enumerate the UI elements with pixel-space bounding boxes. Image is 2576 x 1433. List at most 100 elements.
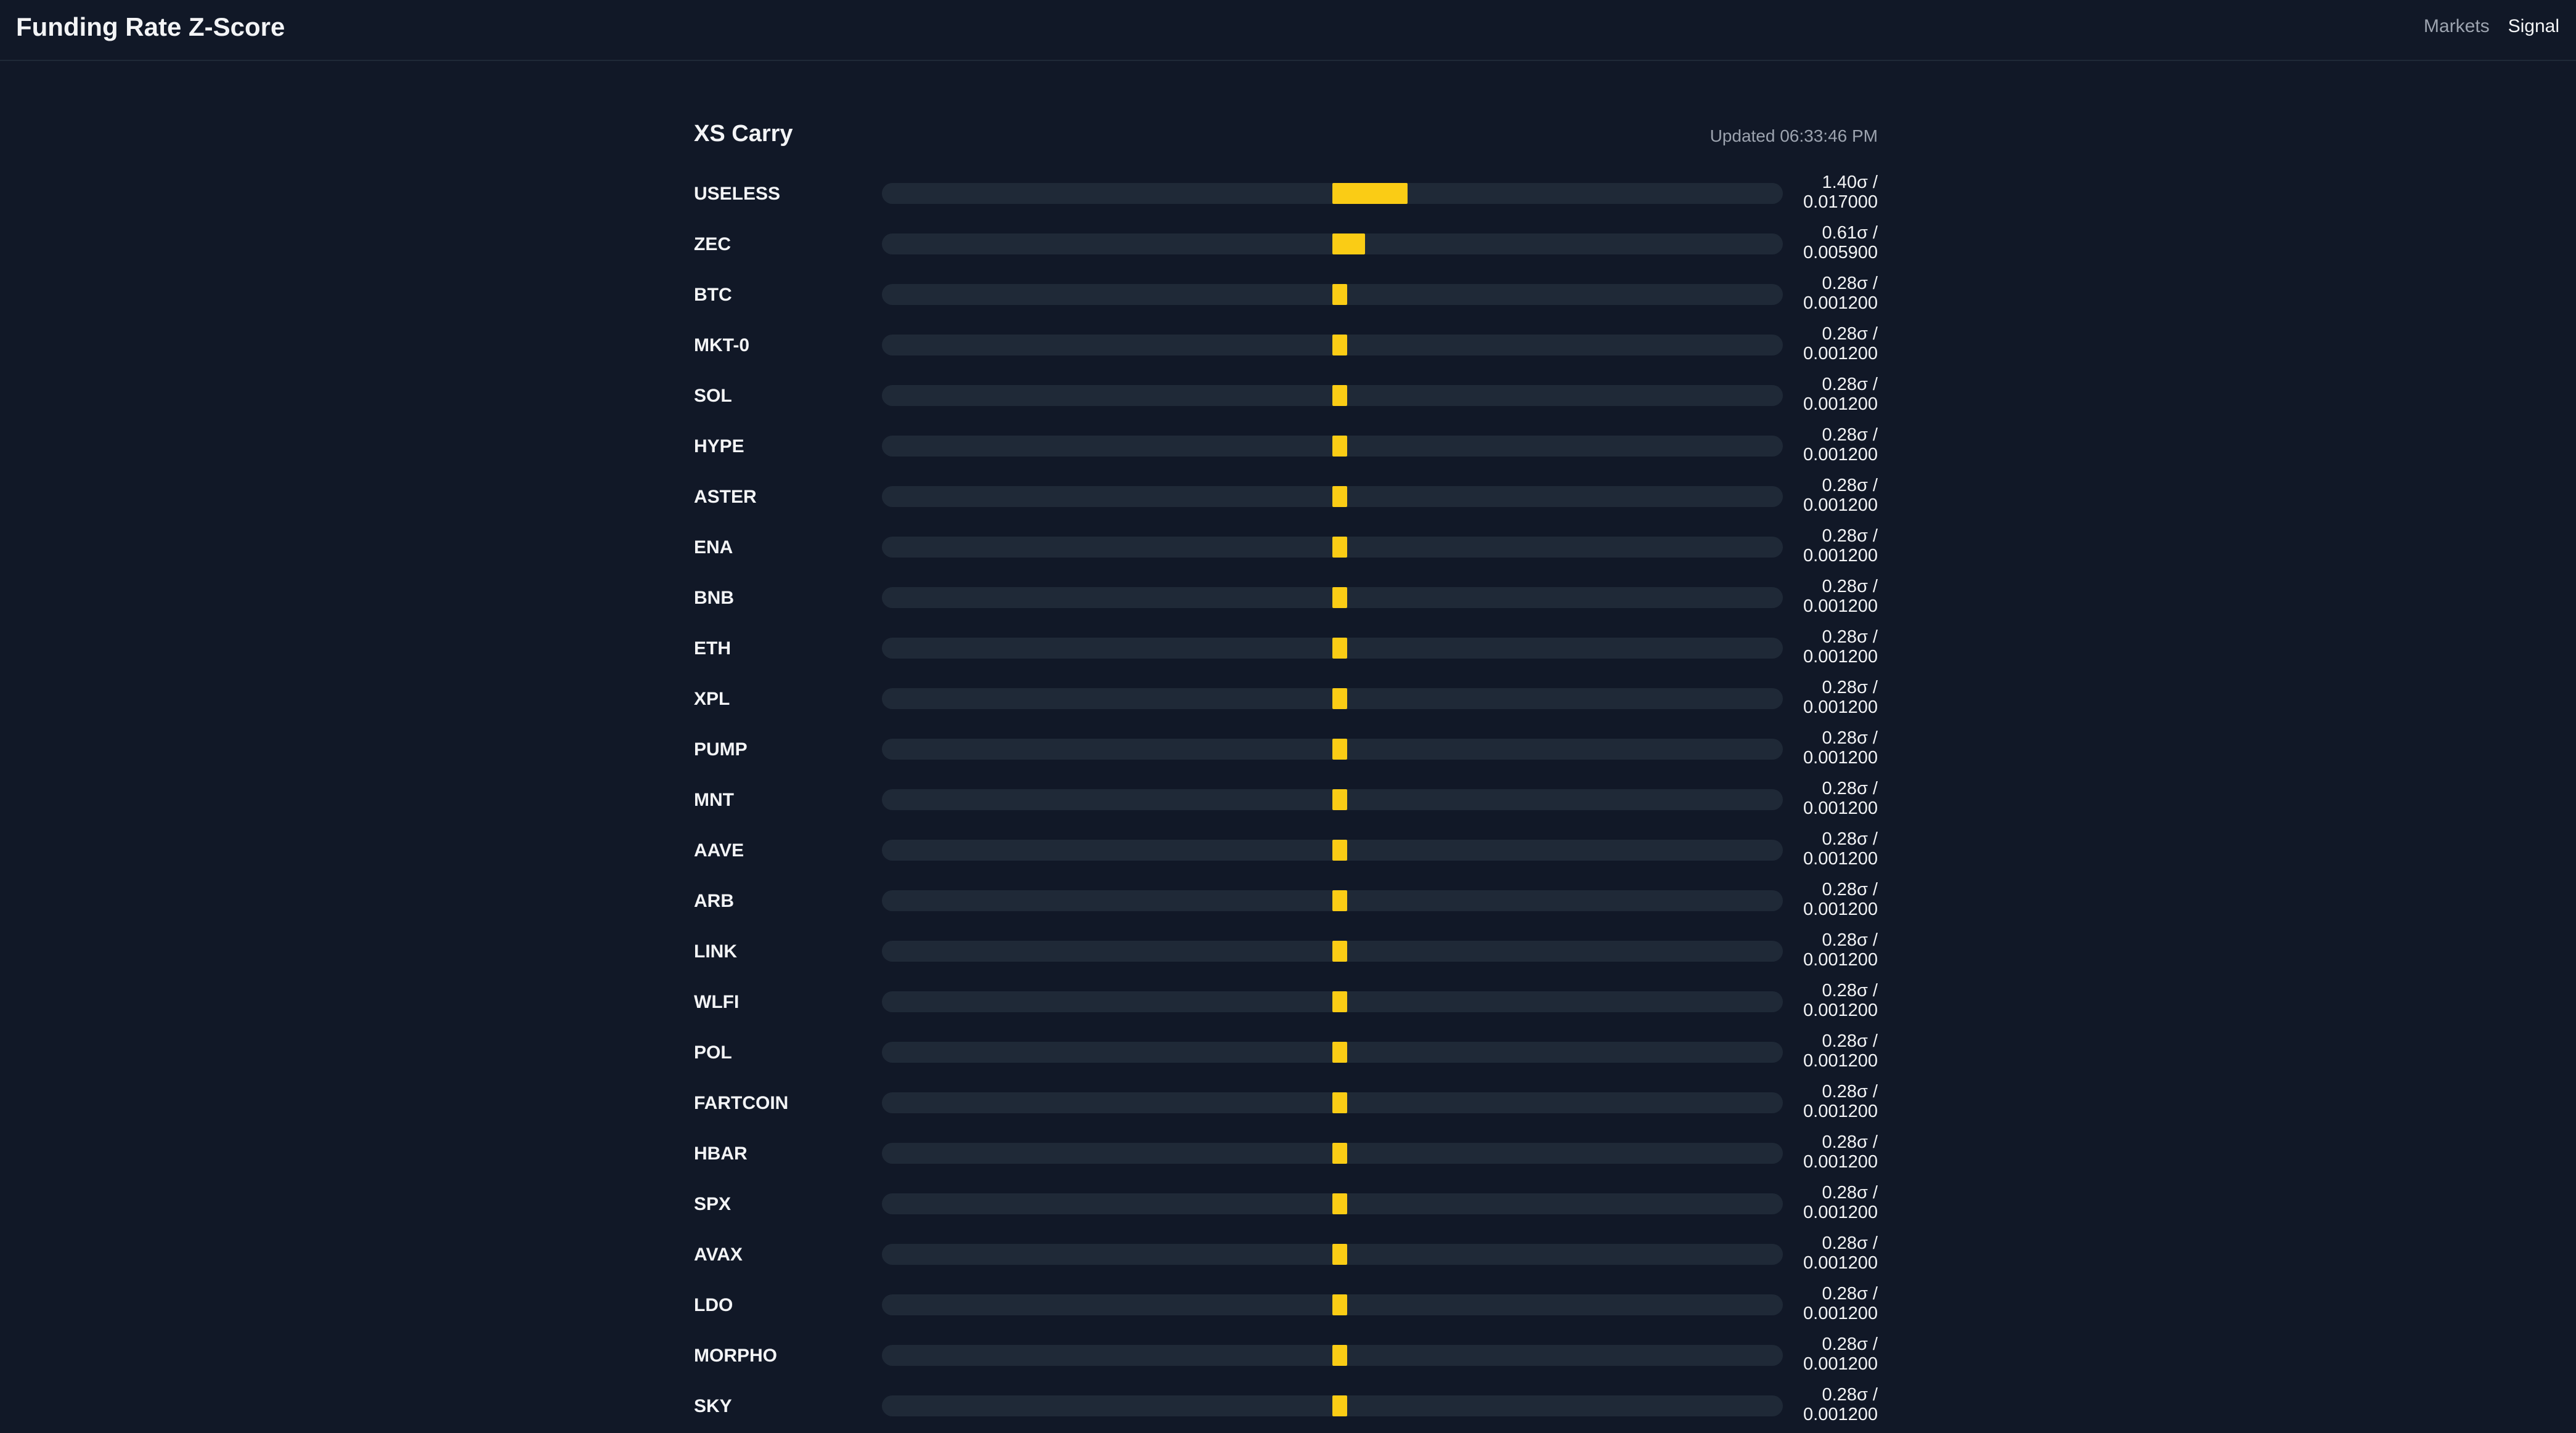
zscore-bar [1332, 1345, 1348, 1366]
zscore-bar-track [882, 233, 1783, 254]
funding-rate-value: 0.001200 [1803, 1203, 1878, 1222]
zscore-value: 0.28σ / [1822, 577, 1878, 596]
zscore-value: 0.28σ / [1822, 930, 1878, 950]
zscore-bar [1332, 1092, 1348, 1113]
zscore-bar [1332, 335, 1348, 355]
zscore-value: 0.28σ / [1822, 1183, 1878, 1203]
zscore-bar [1332, 941, 1348, 962]
row-symbol: SPX [694, 1194, 732, 1214]
funding-rate-value: 0.001200 [1803, 1001, 1878, 1020]
funding-rate-value: 0.001200 [1803, 546, 1878, 566]
zscore-bar [1332, 537, 1348, 558]
zscore-bar-track [882, 537, 1783, 558]
funding-rate-value: 0.001200 [1803, 1354, 1878, 1374]
zscore-row: MORPHO 0.28σ /0.001200 [694, 1332, 1878, 1382]
row-value: 0.28σ /0.001200 [1803, 425, 1878, 465]
row-symbol: USELESS [694, 184, 781, 204]
zscore-bar-track [882, 840, 1783, 861]
funding-rate-value: 0.001200 [1803, 1405, 1878, 1424]
zscore-bar [1332, 1193, 1348, 1214]
zscore-value: 0.28σ / [1822, 1132, 1878, 1152]
zscore-bar-track [882, 1345, 1783, 1366]
row-value: 0.28σ /0.001200 [1803, 829, 1878, 869]
zscore-bar [1332, 284, 1348, 305]
funding-rate-value: 0.017000 [1803, 192, 1878, 212]
zscore-bar-track [882, 284, 1783, 305]
funding-rate-value: 0.001200 [1803, 697, 1878, 717]
zscore-row: AVAX 0.28σ /0.001200 [694, 1231, 1878, 1281]
zscore-bar-track [882, 436, 1783, 457]
row-value: 0.28σ /0.001200 [1803, 678, 1878, 717]
zscore-bar [1332, 1244, 1348, 1265]
row-value: 0.28σ /0.001200 [1803, 728, 1878, 768]
zscore-bar [1332, 840, 1348, 861]
zscore-value: 1.40σ / [1822, 173, 1878, 192]
zscore-row: MKT-0 0.28σ /0.001200 [694, 322, 1878, 372]
zscore-row: XPL 0.28σ /0.001200 [694, 675, 1878, 726]
funding-rate-value: 0.001200 [1803, 344, 1878, 363]
row-symbol: AAVE [694, 840, 744, 861]
zscore-value: 0.28σ / [1822, 1233, 1878, 1253]
zscore-bar [1332, 1294, 1348, 1315]
row-value: 0.28σ /0.001200 [1803, 577, 1878, 616]
nav-markets[interactable]: Markets [2423, 16, 2490, 36]
zscore-bar [1332, 638, 1348, 659]
row-symbol: BNB [694, 588, 734, 608]
zscore-bar [1332, 233, 1366, 254]
row-value: 0.28σ /0.001200 [1803, 1132, 1878, 1172]
xs-carry-panel: XS Carry Updated 06:33:46 PM USELESS 1.40… [694, 120, 1878, 1424]
funding-rate-value: 0.001200 [1803, 1051, 1878, 1071]
row-value: 0.28σ /0.001200 [1803, 274, 1878, 313]
row-value: 0.28σ /0.001200 [1803, 1284, 1878, 1323]
zscore-bar-track [882, 890, 1783, 911]
zscore-value: 0.28σ / [1822, 1031, 1878, 1051]
row-symbol: HYPE [694, 436, 744, 457]
row-symbol: BTC [694, 285, 732, 305]
row-symbol: PUMP [694, 739, 748, 760]
row-symbol: XPL [694, 689, 730, 709]
zscore-row: ASTER 0.28σ /0.001200 [694, 473, 1878, 524]
row-symbol: SKY [694, 1396, 732, 1416]
panel-title: XS Carry [694, 121, 793, 147]
row-value: 0.28σ /0.001200 [1803, 1031, 1878, 1071]
zscore-row: POL 0.28σ /0.001200 [694, 1029, 1878, 1079]
zscore-bar-track [882, 335, 1783, 355]
zscore-value: 0.28σ / [1822, 1334, 1878, 1354]
zscore-bar-track [882, 1143, 1783, 1164]
row-symbol: LINK [694, 941, 737, 962]
zscore-row: USELESS 1.40σ /0.017000 [694, 170, 1878, 221]
zscore-value: 0.61σ / [1822, 223, 1878, 243]
zscore-bar-track [882, 587, 1783, 608]
zscore-bar-track [882, 183, 1783, 204]
row-value: 0.28σ /0.001200 [1803, 981, 1878, 1020]
zscore-bar-track [882, 1042, 1783, 1063]
zscore-row: SKY 0.28σ /0.001200 [694, 1382, 1878, 1433]
row-value: 0.28σ /0.001200 [1803, 627, 1878, 667]
main-nav: Markets Signal [2424, 16, 2559, 37]
funding-rate-value: 0.001200 [1803, 495, 1878, 515]
updated-timestamp: Updated 06:33:46 PM [1710, 126, 1878, 145]
zscore-value: 0.28σ / [1822, 274, 1878, 293]
row-value: 0.28σ /0.001200 [1803, 779, 1878, 818]
row-symbol: ASTER [694, 487, 757, 507]
zscore-row: PUMP 0.28σ /0.001200 [694, 726, 1878, 776]
row-symbol: SOL [694, 386, 732, 406]
zscore-value: 0.28σ / [1822, 476, 1878, 495]
zscore-value: 0.28σ / [1822, 829, 1878, 849]
funding-rate-value: 0.001200 [1803, 596, 1878, 616]
row-value: 0.28σ /0.001200 [1803, 1183, 1878, 1222]
row-value: 0.28σ /0.001200 [1803, 526, 1878, 566]
zscore-row: HBAR 0.28σ /0.001200 [694, 1130, 1878, 1180]
nav-signal[interactable]: Signal [2508, 16, 2559, 36]
zscore-bar [1332, 688, 1348, 709]
row-symbol: POL [694, 1042, 732, 1063]
funding-rate-value: 0.001200 [1803, 798, 1878, 818]
zscore-bar [1332, 385, 1348, 406]
zscore-bar-track [882, 789, 1783, 810]
row-value: 0.28σ /0.001200 [1803, 1385, 1878, 1424]
zscore-list: USELESS 1.40σ /0.017000 ZEC 0.61σ /0.005900… [694, 170, 1878, 1433]
funding-rate-value: 0.001200 [1803, 748, 1878, 768]
zscore-row: WLFI 0.28σ /0.001200 [694, 978, 1878, 1029]
zscore-bar-track [882, 1395, 1783, 1416]
zscore-row: BTC 0.28σ /0.001200 [694, 271, 1878, 322]
